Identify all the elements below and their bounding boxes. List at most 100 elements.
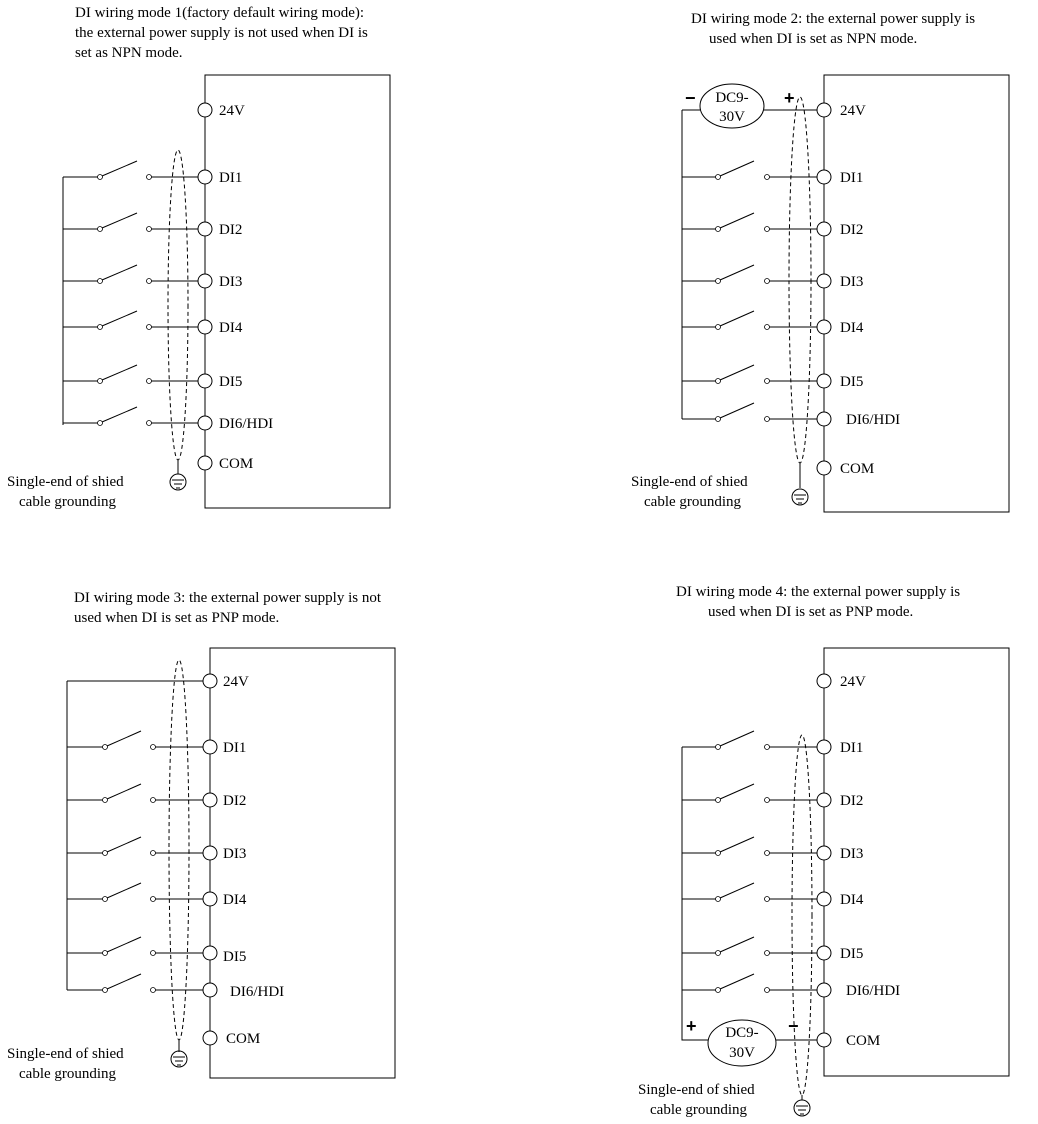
terminal-label: 24V bbox=[840, 103, 866, 119]
cable-shield bbox=[168, 659, 190, 1041]
ground-icon bbox=[169, 473, 187, 491]
terminal-label: DI3 bbox=[840, 274, 863, 290]
terminal-label: DI3 bbox=[219, 274, 242, 290]
terminal-label: DI1 bbox=[840, 740, 863, 756]
terminal-label: DI1 bbox=[840, 170, 863, 186]
terminal-di1: DI1 bbox=[197, 169, 242, 186]
switch-di1 bbox=[682, 730, 824, 750]
plus-sign-icon: + bbox=[686, 1016, 697, 1036]
terminal-label: DI2 bbox=[840, 222, 863, 238]
terminal-di6-hdi: DI6/HDI bbox=[202, 982, 284, 1000]
switch-di5 bbox=[682, 936, 824, 956]
switch-di6-hdi bbox=[682, 402, 824, 422]
supply-label-line: 30V bbox=[729, 1045, 755, 1061]
terminal-24v: 24V bbox=[202, 673, 249, 690]
terminal-di2: DI2 bbox=[197, 221, 242, 238]
dc-supply: DC9- 30V bbox=[707, 1019, 777, 1067]
panel-title-line: DI wiring mode 2: the external power sup… bbox=[691, 11, 975, 27]
terminal-label: 24V bbox=[840, 674, 866, 690]
terminal-di5: DI5 bbox=[197, 373, 242, 390]
terminal-com: COM bbox=[202, 1030, 260, 1047]
terminal-di5: DI5 bbox=[816, 373, 863, 390]
terminal-label: DI6/HDI bbox=[230, 984, 284, 1000]
terminal-label: COM bbox=[226, 1031, 260, 1047]
panel-mode1: DI wiring mode 1(factory default wiring … bbox=[7, 5, 391, 510]
ground-label-line: Single-end of shied bbox=[631, 474, 748, 490]
ground-icon bbox=[170, 1050, 188, 1068]
ground-icon bbox=[793, 1099, 811, 1117]
terminal-label: DI2 bbox=[223, 793, 246, 809]
terminal-di1: DI1 bbox=[816, 739, 863, 756]
terminal-di3: DI3 bbox=[816, 845, 863, 862]
panel-mode4: DI wiring mode 4: the external power sup… bbox=[638, 584, 1010, 1118]
drive-terminal-block bbox=[823, 74, 1010, 513]
terminal-di6-hdi: DI6/HDI bbox=[816, 411, 900, 428]
ground-label-line: cable grounding bbox=[19, 494, 117, 510]
panel-title-line: used when DI is set as NPN mode. bbox=[709, 31, 917, 47]
switch-di4 bbox=[682, 882, 824, 902]
panel-title-line: used when DI is set as PNP mode. bbox=[708, 604, 913, 620]
terminal-label: DI2 bbox=[219, 222, 242, 238]
dc-supply: DC9- 30V bbox=[699, 83, 765, 129]
supply-label-line: DC9- bbox=[725, 1025, 758, 1041]
switch-di2 bbox=[63, 212, 205, 232]
plus-sign-icon: + bbox=[784, 88, 795, 108]
common-supply-wire bbox=[66, 680, 210, 990]
terminal-di2: DI2 bbox=[816, 221, 863, 238]
switch-di6-hdi bbox=[682, 973, 824, 993]
terminal-label: DI6/HDI bbox=[846, 983, 900, 999]
terminal-label: DI3 bbox=[840, 846, 863, 862]
terminal-di4: DI4 bbox=[816, 319, 864, 336]
switch-di2 bbox=[67, 783, 210, 803]
minus-sign-icon: − bbox=[685, 88, 696, 108]
panel-title-line: the external power supply is not used wh… bbox=[75, 25, 368, 41]
panel-title-line: DI wiring mode 3: the external power sup… bbox=[74, 590, 382, 606]
switch-di4 bbox=[63, 310, 205, 330]
ground-label-line: Single-end of shied bbox=[638, 1082, 755, 1098]
panel-title-line: set as NPN mode. bbox=[75, 45, 183, 61]
terminal-label: DI4 bbox=[223, 892, 247, 908]
terminal-label: DI3 bbox=[223, 846, 246, 862]
drive-terminal-block bbox=[823, 647, 1010, 1077]
switch-di2 bbox=[682, 212, 824, 232]
terminal-label: COM bbox=[846, 1033, 880, 1049]
panel-title-line: DI wiring mode 1(factory default wiring … bbox=[75, 5, 364, 21]
switch-di2 bbox=[682, 783, 824, 803]
switch-di3 bbox=[67, 836, 210, 856]
switch-di6-hdi bbox=[67, 973, 210, 993]
ground-icon bbox=[791, 488, 809, 506]
supply-positive-wire bbox=[681, 747, 708, 1041]
panel-mode2: DI wiring mode 2: the external power sup… bbox=[631, 11, 1010, 513]
terminal-label: DI5 bbox=[840, 374, 863, 390]
terminal-di1: DI1 bbox=[202, 739, 246, 756]
supply-label-line: 30V bbox=[719, 109, 745, 125]
terminal-label: DI4 bbox=[840, 892, 864, 908]
terminal-label: DI5 bbox=[840, 946, 863, 962]
panel-title-line: DI wiring mode 4: the external power sup… bbox=[676, 584, 960, 600]
switch-di5 bbox=[63, 364, 205, 384]
switch-di3 bbox=[682, 836, 824, 856]
ground-label-line: Single-end of shied bbox=[7, 474, 124, 490]
switch-di3 bbox=[682, 264, 824, 284]
supply-label-line: DC9- bbox=[715, 90, 748, 106]
terminal-di2: DI2 bbox=[816, 792, 863, 809]
drive-terminal-block bbox=[204, 74, 391, 509]
switch-di5 bbox=[682, 364, 824, 384]
terminal-label: 24V bbox=[223, 674, 249, 690]
supply-negative-wire bbox=[681, 109, 700, 419]
ground-label-line: cable grounding bbox=[650, 1102, 748, 1118]
terminal-label: DI1 bbox=[223, 740, 246, 756]
terminal-label: 24V bbox=[219, 103, 245, 119]
terminal-com: COM bbox=[816, 1032, 880, 1049]
switch-di5 bbox=[67, 936, 210, 956]
terminal-di4: DI4 bbox=[202, 891, 247, 908]
cable-shield bbox=[167, 149, 189, 461]
ground-label-line: cable grounding bbox=[644, 494, 742, 510]
switch-di1 bbox=[63, 160, 205, 180]
terminal-24v: 24V bbox=[816, 102, 866, 119]
terminal-label: DI6/HDI bbox=[219, 416, 273, 432]
ground-label-line: cable grounding bbox=[19, 1066, 117, 1082]
terminal-di4: DI4 bbox=[816, 891, 864, 908]
terminal-label: DI6/HDI bbox=[846, 412, 900, 428]
